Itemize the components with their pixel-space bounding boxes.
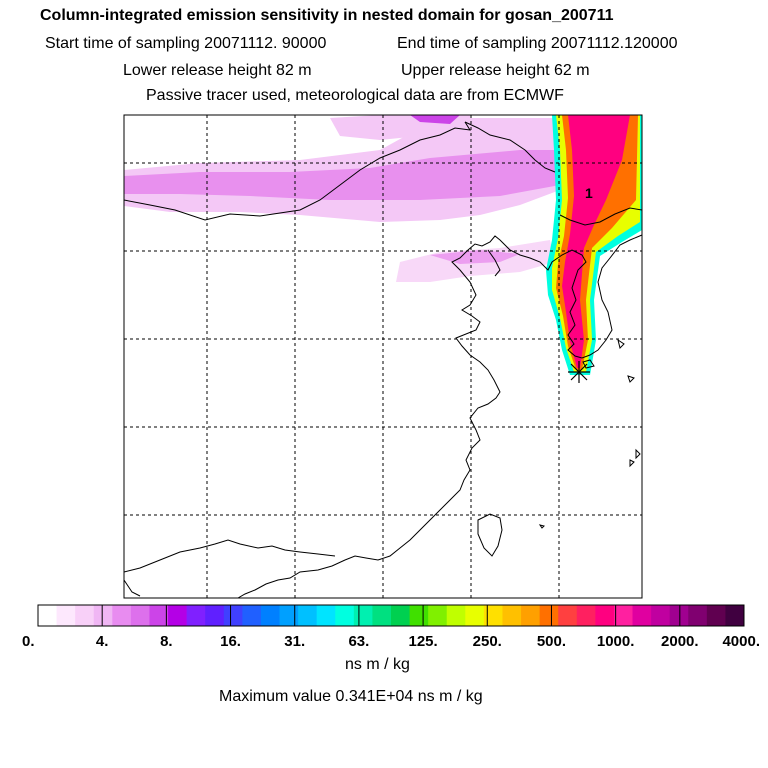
colorbar-tick-label: 500. [537, 633, 566, 650]
colorbar-cell [558, 605, 578, 626]
colorbar-cell [130, 605, 150, 626]
release-heights: Lower release height 82 m Upper release … [123, 61, 768, 81]
colorbar-tick-label: 1000. [597, 633, 635, 650]
colorbar-cell [669, 605, 689, 626]
star-icon [568, 361, 590, 383]
colorbar-cell [539, 605, 559, 626]
tracer-info: Passive tracer used, meteorological data… [146, 87, 564, 104]
colorbar-cell [465, 605, 485, 626]
colorbar-cell [725, 605, 745, 626]
end-time-label: End time of sampling 20071112.120000 [397, 35, 678, 52]
colorbar-cell [223, 605, 243, 626]
colorbar-cell [372, 605, 392, 626]
coastlines [123, 121, 643, 599]
colorbar-cell [298, 605, 318, 626]
sensitivity-blob-north2 [410, 115, 460, 124]
colorbar-tick-label: 2000. [661, 633, 699, 650]
colorbar-cell [168, 605, 188, 626]
lower-height-label: Lower release height 82 m [123, 62, 312, 79]
colorbar-cell [706, 605, 726, 626]
colorbar-cell [428, 605, 448, 626]
colorbar-cell [260, 605, 281, 626]
colorbar-tick-label: 16. [220, 633, 241, 650]
colorbar-cell [316, 605, 336, 626]
colorbar-cell [279, 605, 299, 626]
colorbar-cell [93, 605, 113, 626]
plume-core [562, 115, 630, 368]
colorbar-tick-label: 63. [348, 633, 369, 650]
map-grid [124, 115, 642, 598]
sampling-times: Start time of sampling 20071112. 90000 E… [45, 34, 768, 54]
colorbar-tick-label: 31. [284, 633, 305, 650]
colorbar-cell [576, 605, 596, 626]
colorbar-cell [205, 605, 225, 626]
colorbar-cell [521, 605, 541, 626]
colorbar-tick-label: 125. [408, 633, 437, 650]
colorbar-cell [632, 605, 652, 626]
trajectory-marker-label: 1 [585, 185, 593, 201]
colorbar-cell [353, 605, 373, 626]
colorbar-cell [391, 605, 411, 626]
colorbar-cell [335, 605, 355, 626]
colorbar-cell [446, 605, 466, 626]
colorbar-cell [502, 605, 522, 626]
plot-title: Column-integrated emission sensitivity i… [40, 7, 614, 24]
start-time-label: Start time of sampling 20071112. 90000 [45, 35, 327, 52]
upper-height-label: Upper release height 62 m [401, 62, 590, 79]
colorbar-cell [112, 605, 132, 626]
colorbar-cell [688, 605, 708, 626]
colorbar-cell [613, 605, 634, 626]
colorbar-cell [242, 605, 262, 626]
colorbar-cell [651, 605, 671, 626]
colorbar-cell [38, 605, 58, 626]
colorbar-tick-label: 4. [96, 633, 109, 650]
colorbar-tick-label: 4000. [722, 633, 760, 650]
map-frame [123, 114, 643, 599]
maximum-value: Maximum value 0.341E+04 ns m / kg [219, 688, 483, 705]
colorbar-tick-label: 0. [22, 633, 35, 650]
colorbar-cell [75, 605, 95, 626]
colorbar-tick-label: 8. [160, 633, 173, 650]
colorbar-cell [595, 605, 615, 626]
colorbar-tick-label: 250. [473, 633, 502, 650]
colorbar-cell [56, 605, 76, 626]
colorbar-cell [483, 605, 503, 626]
sensitivity-blob-south2 [430, 250, 520, 264]
colorbar-cell [186, 605, 206, 626]
colorbar-cell [409, 605, 429, 626]
colorbar-cell [149, 605, 169, 626]
